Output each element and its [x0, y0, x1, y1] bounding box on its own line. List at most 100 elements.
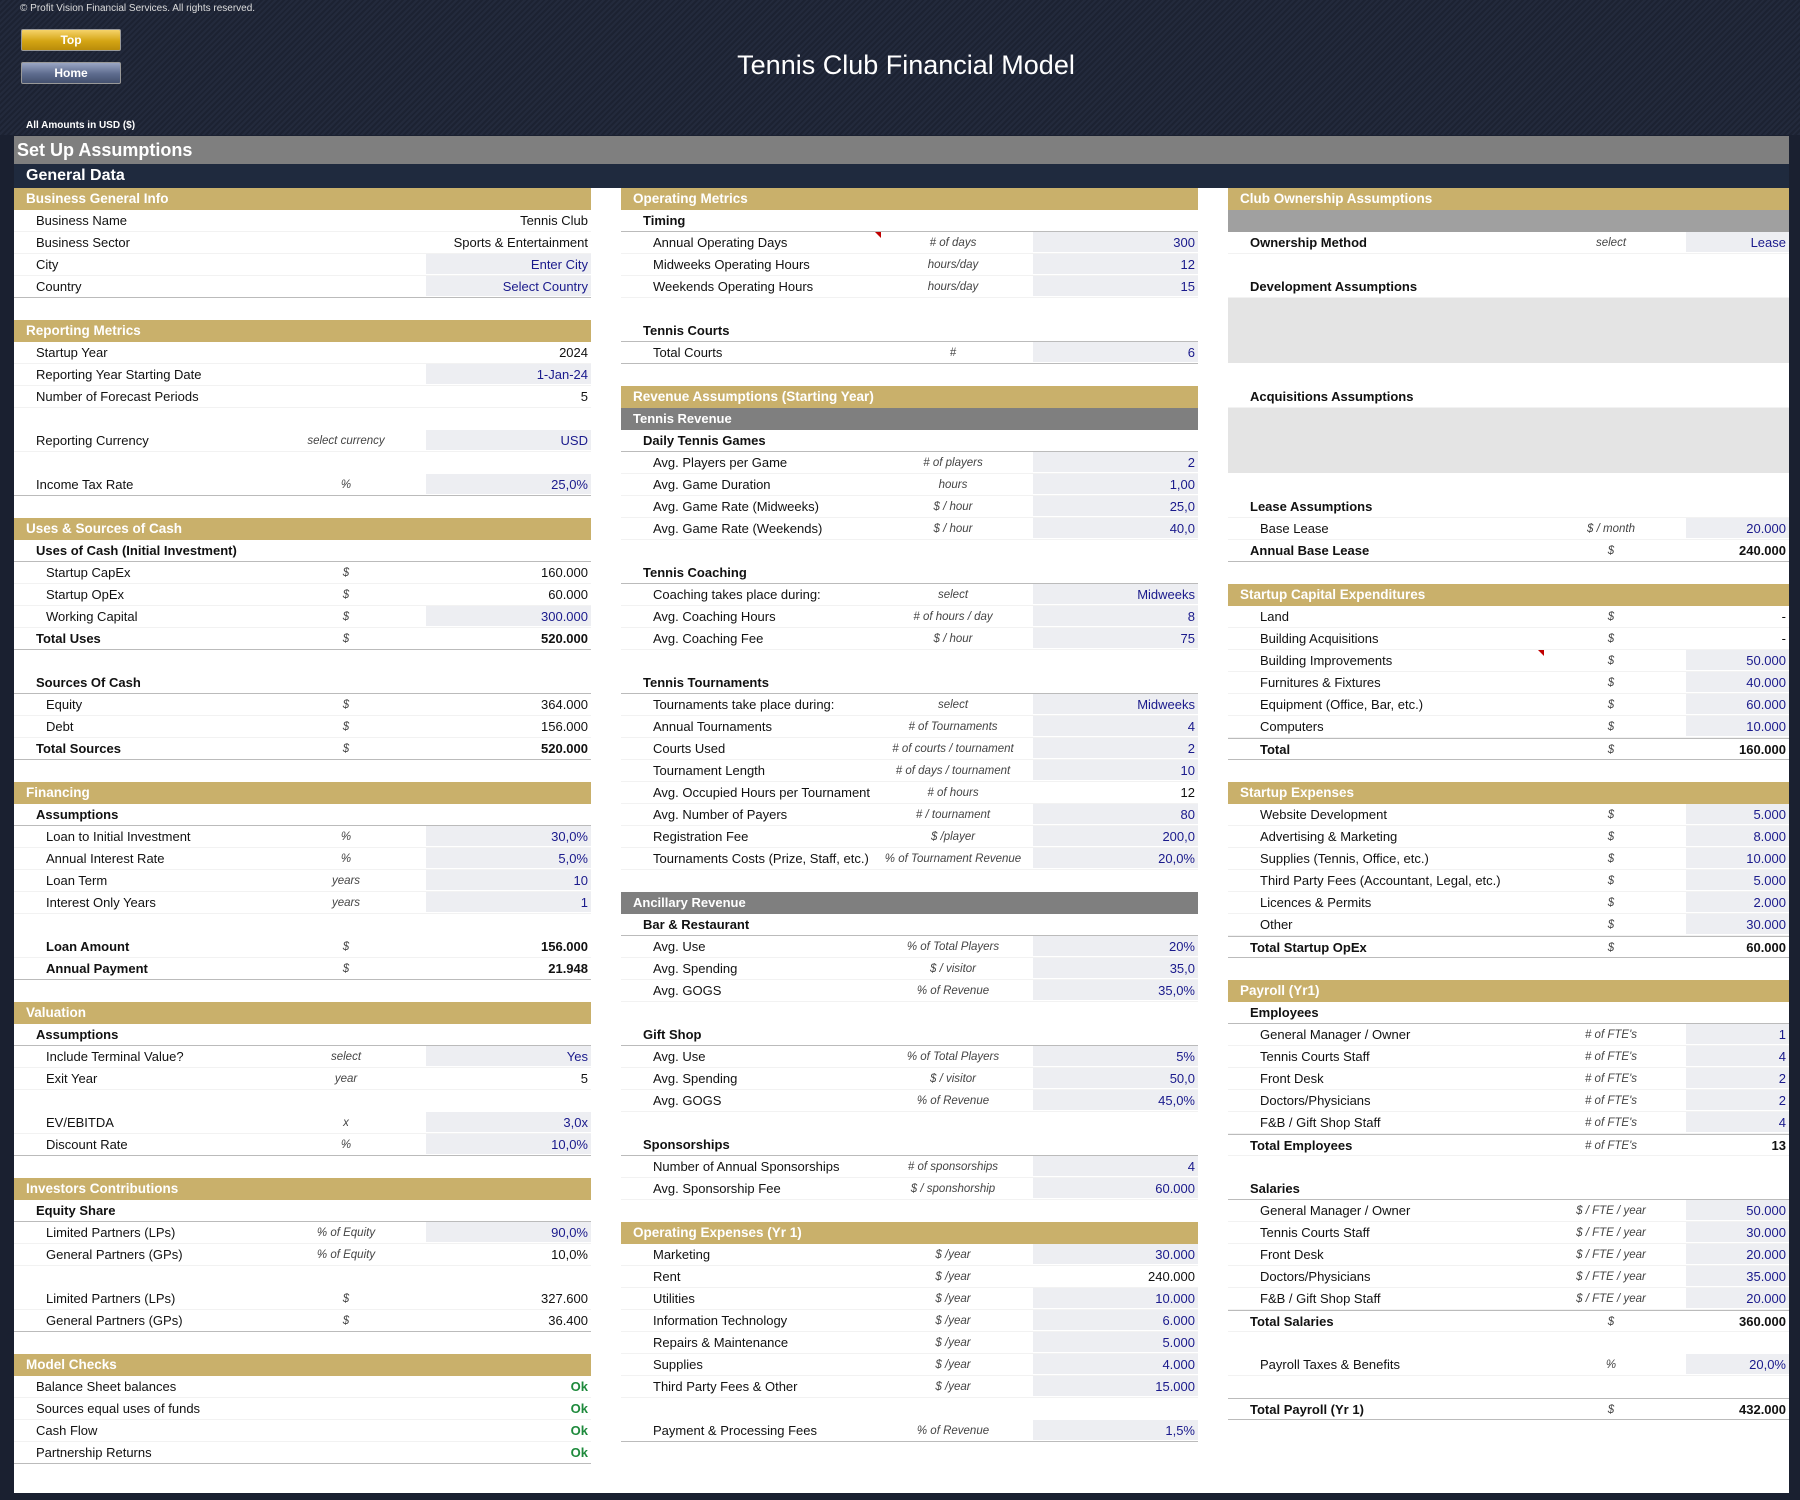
section-header-uses-sources-of-cash: Uses & Sources of Cash — [14, 518, 591, 540]
input-cell[interactable]: Select Country — [426, 276, 591, 297]
input-cell[interactable]: 75 — [1033, 628, 1198, 649]
input-cell[interactable]: 5.000 — [1686, 870, 1789, 891]
input-cell[interactable]: 12 — [1033, 254, 1198, 275]
table-row: Tournaments take place during: select Midw… — [621, 694, 1198, 716]
table-row: City Enter City — [14, 254, 591, 276]
spacer — [621, 870, 1198, 892]
unit-label: $ /year — [935, 1271, 971, 1283]
table-row: Balance Sheet balances Ok — [14, 1376, 591, 1398]
table-row: Avg. GOGS % of Revenue 35,0% — [621, 980, 1198, 1002]
input-cell[interactable]: Midweeks — [1033, 584, 1198, 605]
row-label: Bar & Restaurant — [643, 917, 750, 932]
input-cell[interactable]: 4 — [1686, 1046, 1789, 1067]
row-label: Building Improvements — [1228, 650, 1544, 671]
input-cell[interactable]: 20% — [1033, 936, 1198, 957]
input-cell[interactable]: 10.000 — [1686, 716, 1789, 737]
input-cell[interactable]: 35,0% — [1033, 980, 1198, 1001]
input-cell[interactable]: 5.000 — [1686, 804, 1789, 825]
table-row: Third Party Fees & Other $ /year 15.000 — [621, 1376, 1198, 1398]
input-cell[interactable]: 10 — [426, 870, 591, 891]
input-cell[interactable]: 20.000 — [1686, 1244, 1789, 1265]
input-cell[interactable]: 6 — [1033, 342, 1198, 363]
input-cell[interactable]: 20,0% — [1033, 848, 1198, 869]
input-cell[interactable]: 5.000 — [1033, 1332, 1198, 1353]
input-cell[interactable]: 10,0% — [426, 1134, 591, 1155]
input-cell[interactable]: 200,0 — [1033, 826, 1198, 847]
input-cell[interactable]: 15 — [1033, 276, 1198, 297]
input-cell[interactable]: 1 — [1686, 1024, 1789, 1045]
input-cell[interactable]: 8.000 — [1686, 826, 1789, 847]
input-cell[interactable]: 20.000 — [1686, 518, 1789, 539]
input-cell[interactable]: 1 — [426, 892, 591, 913]
input-cell[interactable]: 2 — [1033, 452, 1198, 473]
input-cell[interactable]: 50,0 — [1033, 1068, 1198, 1089]
input-cell[interactable]: 90,0% — [426, 1222, 591, 1243]
input-cell[interactable]: 80 — [1033, 804, 1198, 825]
input-cell[interactable]: 50.000 — [1686, 1200, 1789, 1221]
input-cell[interactable]: 5,0% — [426, 848, 591, 869]
input-cell[interactable]: USD — [426, 430, 591, 451]
top-button[interactable]: Top — [21, 29, 121, 51]
input-cell[interactable]: 6.000 — [1033, 1310, 1198, 1331]
check-status: Ok — [570, 1445, 588, 1460]
input-cell[interactable]: 8 — [1033, 606, 1198, 627]
input-cell[interactable]: 30,0% — [426, 826, 591, 847]
input-cell[interactable]: 40.000 — [1686, 672, 1789, 693]
input-cell[interactable]: 60.000 — [1686, 694, 1789, 715]
input-cell[interactable]: 50.000 — [1686, 650, 1789, 671]
table-row: Include Terminal Value? select Yes — [14, 1046, 591, 1068]
table-row: Loan to Initial Investment% 30,0% — [14, 826, 591, 848]
unit-label: $ — [342, 589, 350, 601]
input-cell[interactable]: 60.000 — [1033, 1178, 1198, 1199]
row-label: Total — [1260, 742, 1291, 757]
input-cell[interactable]: 1-Jan-24 — [426, 364, 591, 385]
input-cell[interactable]: 45,0% — [1033, 1090, 1198, 1111]
input-cell[interactable]: 300.000 — [426, 606, 591, 627]
input-cell[interactable]: 3,0x — [426, 1112, 591, 1133]
input-cell[interactable]: 25,0 — [1033, 496, 1198, 517]
group-header-row: Acquisitions Assumptions — [1228, 386, 1789, 408]
input-cell[interactable]: 4 — [1033, 716, 1198, 737]
home-button[interactable]: Home — [21, 62, 121, 84]
row-label: Front Desk — [1260, 1247, 1324, 1262]
input-cell[interactable]: 2 — [1033, 738, 1198, 759]
input-cell[interactable]: 15.000 — [1033, 1376, 1198, 1397]
input-cell[interactable]: 2 — [1686, 1090, 1789, 1111]
input-cell[interactable]: 4 — [1686, 1112, 1789, 1133]
input-cell[interactable]: 30.000 — [1686, 914, 1789, 935]
input-cell[interactable]: 20.000 — [1686, 1288, 1789, 1309]
input-cell[interactable]: 4.000 — [1033, 1354, 1198, 1375]
input-cell[interactable]: 4 — [1033, 1156, 1198, 1177]
input-cell[interactable]: 2.000 — [1686, 892, 1789, 913]
row-label: Business Sector — [36, 235, 130, 250]
input-cell[interactable]: 1,00 — [1033, 474, 1198, 495]
group-header-row: Daily Tennis Games — [621, 430, 1198, 452]
input-cell[interactable]: 30.000 — [1033, 1244, 1198, 1265]
value-cell: 156.000 — [541, 939, 588, 954]
row-label: Loan Amount — [46, 939, 130, 954]
input-cell[interactable]: Midweeks — [1033, 694, 1198, 715]
group-header-row: Employees — [1228, 1002, 1789, 1024]
unit-label: $ — [1607, 831, 1615, 843]
input-cell[interactable]: 35,0 — [1033, 958, 1198, 979]
unit-label: % of Revenue — [916, 985, 990, 997]
input-cell[interactable]: 2 — [1686, 1068, 1789, 1089]
input-cell[interactable]: Lease — [1686, 232, 1789, 253]
input-cell[interactable]: 10.000 — [1033, 1288, 1198, 1309]
table-row: Total Payroll (Yr 1) $432.000 — [1228, 1398, 1789, 1420]
input-cell[interactable]: 10 — [1033, 760, 1198, 781]
input-cell[interactable]: 5% — [1033, 1046, 1198, 1067]
input-cell[interactable]: 40,0 — [1033, 518, 1198, 539]
input-cell[interactable]: 1,5% — [1033, 1420, 1198, 1441]
input-cell[interactable]: 30.000 — [1686, 1222, 1789, 1243]
input-cell[interactable]: Yes — [426, 1046, 591, 1067]
row-label: Computers — [1260, 719, 1324, 734]
input-cell[interactable]: 25,0% — [426, 474, 591, 495]
input-cell[interactable]: Enter City — [426, 254, 591, 275]
input-cell[interactable]: 35.000 — [1686, 1266, 1789, 1287]
input-cell[interactable]: 300 — [1033, 232, 1198, 253]
input-cell[interactable]: 10.000 — [1686, 848, 1789, 869]
table-row: Avg. Game Rate (Midweeks) $ / hour 25,0 — [621, 496, 1198, 518]
spacer — [1228, 364, 1789, 386]
input-cell[interactable]: 20,0% — [1686, 1354, 1789, 1375]
